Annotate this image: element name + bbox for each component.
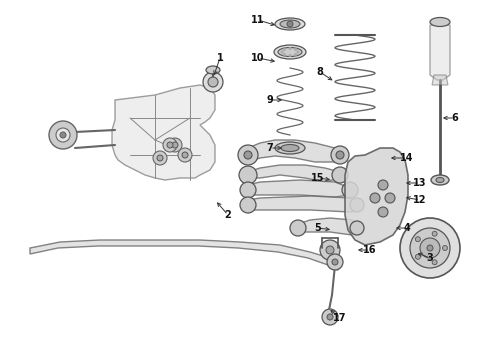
- Circle shape: [157, 155, 163, 161]
- Circle shape: [350, 221, 364, 235]
- Circle shape: [320, 240, 340, 260]
- Ellipse shape: [278, 48, 302, 57]
- Text: 11: 11: [251, 15, 265, 25]
- Text: 3: 3: [427, 253, 433, 263]
- Circle shape: [420, 238, 440, 258]
- Circle shape: [410, 228, 450, 268]
- Circle shape: [240, 182, 256, 198]
- Circle shape: [378, 180, 388, 190]
- Circle shape: [172, 142, 178, 148]
- Circle shape: [238, 145, 258, 165]
- Circle shape: [283, 53, 286, 56]
- Circle shape: [178, 148, 192, 162]
- Circle shape: [331, 146, 349, 164]
- Circle shape: [370, 193, 380, 203]
- Text: 2: 2: [224, 210, 231, 220]
- Circle shape: [385, 193, 395, 203]
- Text: 10: 10: [251, 53, 265, 63]
- Circle shape: [280, 50, 284, 54]
- Circle shape: [294, 48, 297, 51]
- Polygon shape: [345, 148, 408, 245]
- Polygon shape: [248, 180, 350, 197]
- Text: 13: 13: [413, 178, 427, 188]
- Polygon shape: [30, 240, 340, 270]
- Circle shape: [49, 121, 77, 149]
- Circle shape: [240, 197, 256, 213]
- Text: 12: 12: [413, 195, 427, 205]
- Circle shape: [239, 166, 257, 184]
- Text: 15: 15: [311, 173, 325, 183]
- Circle shape: [416, 237, 420, 242]
- Polygon shape: [295, 218, 360, 235]
- Polygon shape: [112, 85, 215, 180]
- Ellipse shape: [206, 66, 220, 74]
- Circle shape: [289, 54, 292, 57]
- Circle shape: [208, 77, 218, 87]
- Circle shape: [289, 47, 292, 50]
- Ellipse shape: [430, 18, 450, 27]
- Circle shape: [442, 246, 447, 251]
- Ellipse shape: [275, 142, 305, 154]
- Text: 8: 8: [317, 67, 323, 77]
- Text: 6: 6: [452, 113, 458, 123]
- Text: 4: 4: [404, 223, 411, 233]
- Circle shape: [416, 254, 420, 259]
- Circle shape: [427, 245, 433, 251]
- Circle shape: [400, 218, 460, 278]
- Circle shape: [336, 151, 344, 159]
- Circle shape: [290, 220, 306, 236]
- Ellipse shape: [274, 45, 306, 59]
- Circle shape: [60, 132, 66, 138]
- Circle shape: [287, 21, 293, 27]
- Circle shape: [322, 309, 338, 325]
- Polygon shape: [248, 140, 345, 162]
- Circle shape: [153, 151, 167, 165]
- Circle shape: [326, 246, 334, 254]
- Circle shape: [294, 53, 297, 56]
- Text: 16: 16: [363, 245, 377, 255]
- Ellipse shape: [280, 20, 300, 28]
- Circle shape: [296, 50, 299, 54]
- Ellipse shape: [431, 175, 449, 185]
- Ellipse shape: [275, 18, 305, 30]
- Polygon shape: [248, 165, 340, 182]
- Text: 17: 17: [333, 313, 347, 323]
- Ellipse shape: [281, 144, 299, 152]
- Circle shape: [182, 152, 188, 158]
- Text: 14: 14: [400, 153, 414, 163]
- Circle shape: [332, 167, 348, 183]
- Text: 1: 1: [217, 53, 223, 63]
- Circle shape: [432, 260, 437, 265]
- Circle shape: [56, 128, 70, 142]
- Ellipse shape: [436, 177, 444, 183]
- Circle shape: [350, 198, 364, 212]
- Circle shape: [327, 254, 343, 270]
- Circle shape: [332, 259, 338, 265]
- Circle shape: [432, 231, 437, 236]
- Polygon shape: [430, 25, 450, 80]
- Circle shape: [167, 142, 173, 148]
- Circle shape: [342, 182, 358, 198]
- Circle shape: [244, 151, 252, 159]
- Circle shape: [203, 72, 223, 92]
- Polygon shape: [248, 196, 360, 212]
- Text: 5: 5: [315, 223, 321, 233]
- Circle shape: [163, 138, 177, 152]
- Circle shape: [283, 48, 286, 51]
- Polygon shape: [432, 75, 448, 85]
- Text: 9: 9: [267, 95, 273, 105]
- Circle shape: [168, 138, 182, 152]
- Circle shape: [327, 314, 333, 320]
- Text: 7: 7: [267, 143, 273, 153]
- Circle shape: [378, 207, 388, 217]
